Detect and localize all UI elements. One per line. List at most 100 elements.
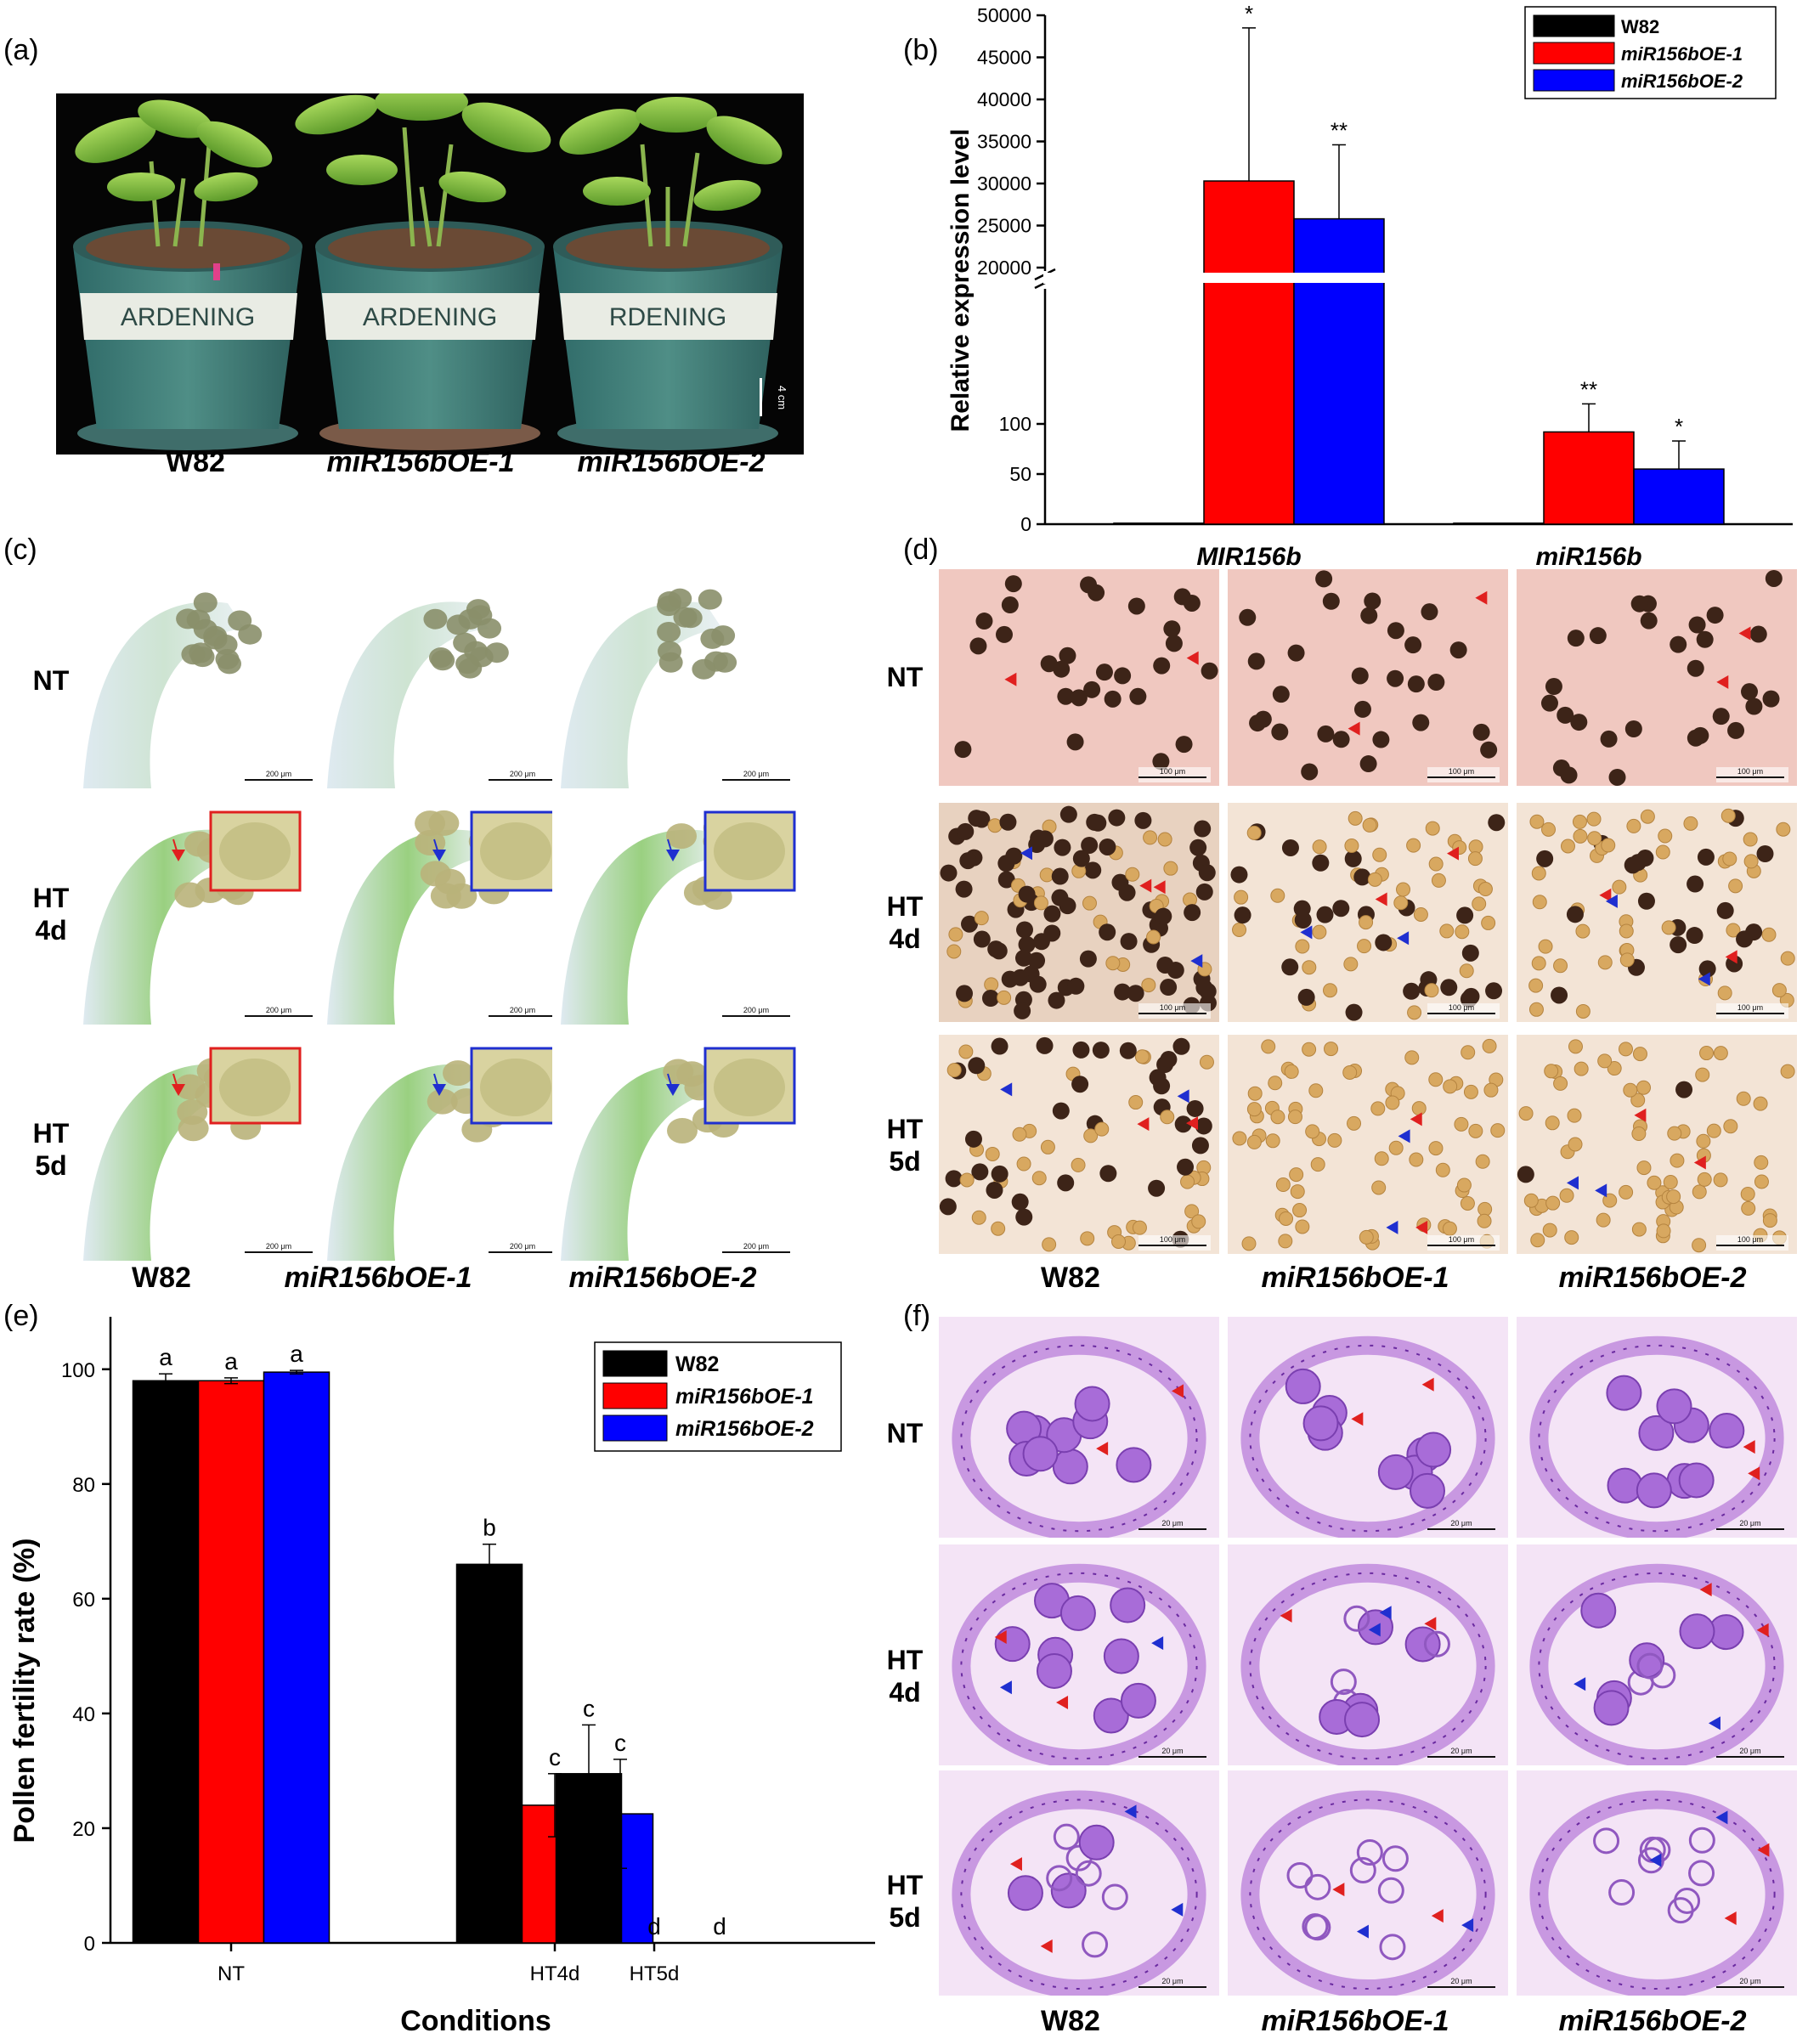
pollen-grain <box>1477 882 1493 897</box>
pollen-grain <box>1134 1049 1150 1064</box>
row-label-d-ht5: HT 5d <box>886 1114 924 1177</box>
pollen-grain <box>1357 939 1372 954</box>
aborted-pollen <box>1593 1827 1620 1855</box>
pollen-grain <box>1048 991 1065 1009</box>
pollen-grain <box>1172 1037 1190 1055</box>
pollen-image-r0-c2: 100 μm <box>1517 569 1797 786</box>
section-image-r0-c2: 20 μm <box>1517 1317 1797 1538</box>
pollen-grain <box>1560 766 1578 784</box>
pollen-grain <box>1092 1042 1110 1059</box>
pollen-grain <box>954 741 972 759</box>
pollen-grain <box>1697 848 1715 866</box>
pot-3-text: RDENING <box>609 303 726 331</box>
pollen-image-r0-c0: 100 μm <box>939 569 1219 786</box>
pollen-grain <box>1428 1072 1444 1087</box>
pollen-grain <box>1722 851 1737 867</box>
pollen-grain <box>1754 1174 1769 1189</box>
pollen-grain <box>1074 1386 1110 1422</box>
pollen-grain <box>1051 867 1069 885</box>
geno-label-d-oe2: miR156bOE-2 <box>1558 1262 1747 1294</box>
pollen-grain <box>1110 1587 1146 1623</box>
scale-bg <box>1427 1003 1500 1019</box>
pollen-grain <box>1195 883 1213 901</box>
pollen-grain <box>1455 924 1470 940</box>
anther-lobe <box>667 1117 698 1143</box>
pollen-grain <box>1488 814 1506 832</box>
arrowhead-marker <box>1332 1883 1345 1897</box>
pollen-grain <box>1765 569 1783 587</box>
geno-label-f-oe1: miR156bOE-1 <box>1261 2005 1449 2037</box>
arrowhead-marker <box>1000 1082 1013 1097</box>
wall-cells <box>1538 1572 1776 1760</box>
pollen-grain <box>1472 723 1490 741</box>
pollen-grain <box>945 1170 963 1188</box>
bar-W82-MIR156b <box>1113 522 1205 525</box>
row-label-d-nt: NT <box>886 662 924 692</box>
geno-label-c-oe2: miR156bOE-2 <box>568 1262 757 1294</box>
pollen-grain <box>1443 1079 1458 1094</box>
pollen-grain <box>1132 1220 1147 1235</box>
scale-bg <box>1427 1235 1500 1251</box>
anther-lobe <box>711 625 736 647</box>
pollen-grain <box>1052 1102 1070 1120</box>
pollen-grain <box>1762 1213 1777 1228</box>
pollen-grain <box>1194 820 1212 838</box>
pot-1-text: ARDENING <box>121 303 255 331</box>
pollen-grain <box>1012 968 1030 986</box>
legend: W82 miR156bOE-1 miR156bOE-2 <box>594 1341 842 1452</box>
pollen-grain <box>1696 1133 1711 1149</box>
pollen-grain <box>961 915 979 933</box>
pollen-grain <box>1727 721 1745 739</box>
pollen-grain <box>1066 733 1084 751</box>
pollen-grain <box>1081 836 1099 854</box>
pollen-grain <box>1287 1110 1302 1125</box>
bar-miR156bOE-2-MIR156b <box>1293 217 1385 525</box>
pollen-grain <box>1071 1157 1086 1172</box>
pollen-grain <box>1278 1234 1293 1249</box>
pollen-grain <box>1740 1186 1755 1201</box>
pollen-grain <box>946 1063 962 1078</box>
pollen-grain <box>1342 1064 1358 1080</box>
anther-wall <box>1529 1790 1784 1996</box>
arrowhead-marker <box>1375 892 1387 906</box>
pollen-grain <box>1586 811 1602 827</box>
filament <box>327 1064 489 1261</box>
pollen-grain <box>1160 1110 1175 1125</box>
pollen-grain <box>1771 983 1787 998</box>
pollen-grain <box>1630 595 1648 613</box>
pollen-grain <box>1167 962 1184 980</box>
pollen-grain <box>1412 714 1430 731</box>
pollen-grain <box>1297 988 1315 1006</box>
geno-label-c-w82: W82 <box>132 1262 191 1294</box>
pollen-grain <box>1623 1082 1638 1098</box>
anther-lobe <box>713 652 737 673</box>
pollen-grain <box>1127 985 1144 1002</box>
pollen-grain <box>1232 1131 1247 1146</box>
bar-W82-HT4d <box>455 1563 523 1944</box>
pollen-grain <box>1001 596 1019 614</box>
aborted-pollen <box>1636 1652 1664 1680</box>
anther-image-r0-c0: 200 μm <box>75 569 325 788</box>
row-label-f-ht4: HT 4d <box>886 1645 924 1708</box>
anther-lobe <box>658 641 682 662</box>
inset-anther <box>480 1059 551 1116</box>
pollen-grain <box>1567 630 1585 647</box>
pollen-grain <box>1596 1212 1611 1228</box>
pot-oe1 <box>315 221 545 450</box>
filament <box>83 829 245 1025</box>
significance-letter: c <box>549 1744 561 1770</box>
pollen-grain <box>1295 939 1310 954</box>
pollen-grain <box>1093 1697 1129 1734</box>
pollen-grain <box>1536 850 1554 867</box>
pollen-grain <box>985 1146 1000 1161</box>
pollen-grain <box>955 880 973 898</box>
pollen-grain <box>1086 813 1104 831</box>
pollen-grain <box>1608 768 1626 786</box>
legend: W82 miR156bOE-1 miR156bOE-2 <box>1524 6 1777 99</box>
pollen-grain <box>1234 906 1251 924</box>
arrowhead-marker <box>1595 1183 1607 1198</box>
anther-wall <box>1240 1790 1495 1996</box>
pollen-grain <box>1385 1095 1400 1110</box>
significance-letter: c <box>583 1695 595 1721</box>
pollen-grain <box>1745 697 1763 715</box>
